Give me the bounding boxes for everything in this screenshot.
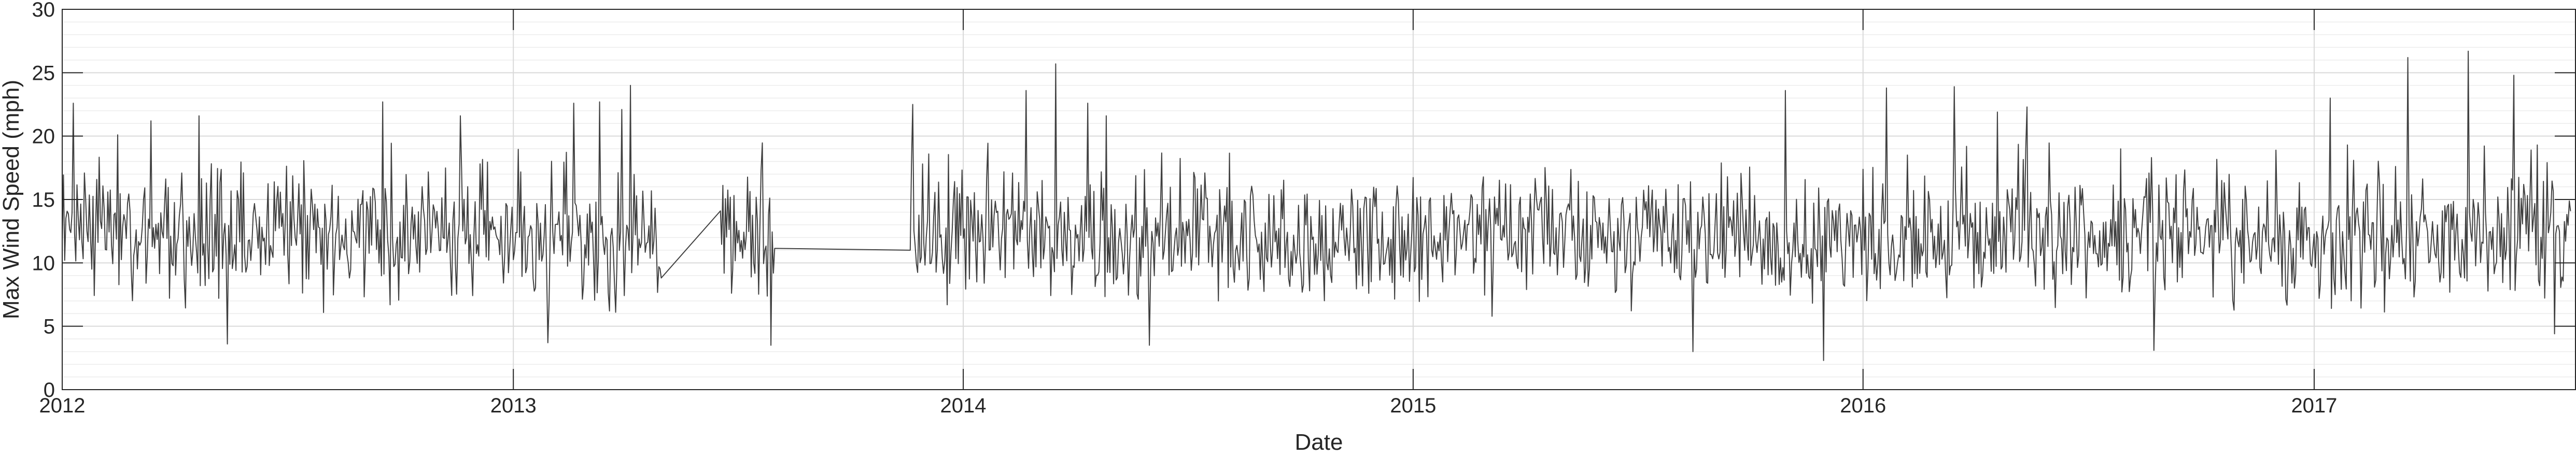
x-axis-label: Date [1295, 430, 1343, 454]
x-tick-label: 2016 [1840, 394, 1886, 417]
x-tick-label: 2014 [940, 394, 987, 417]
y-tick-label: 5 [44, 316, 55, 338]
x-tick-label: 2017 [2291, 394, 2337, 417]
y-tick-label: 25 [32, 62, 55, 84]
y-tick-label: 0 [44, 379, 55, 402]
series-layer [62, 50, 2571, 361]
y-tick-label: 30 [32, 0, 55, 21]
x-tick-label: 2015 [1390, 394, 1436, 417]
series-line-max-wind-speed [62, 50, 2571, 361]
y-tick-label: 15 [32, 189, 55, 211]
x-tick-label: 2012 [39, 394, 86, 417]
y-tick-label: 20 [32, 125, 55, 148]
y-tick-label: 10 [32, 252, 55, 275]
ticks-layer: 0 5 10 15 20 25 30 2012 2013 2014 2015 2016 2017 [32, 0, 2575, 417]
y-axis-label: Max Wind Speed (mph) [0, 80, 24, 319]
x-tick-label: 2013 [490, 394, 537, 417]
